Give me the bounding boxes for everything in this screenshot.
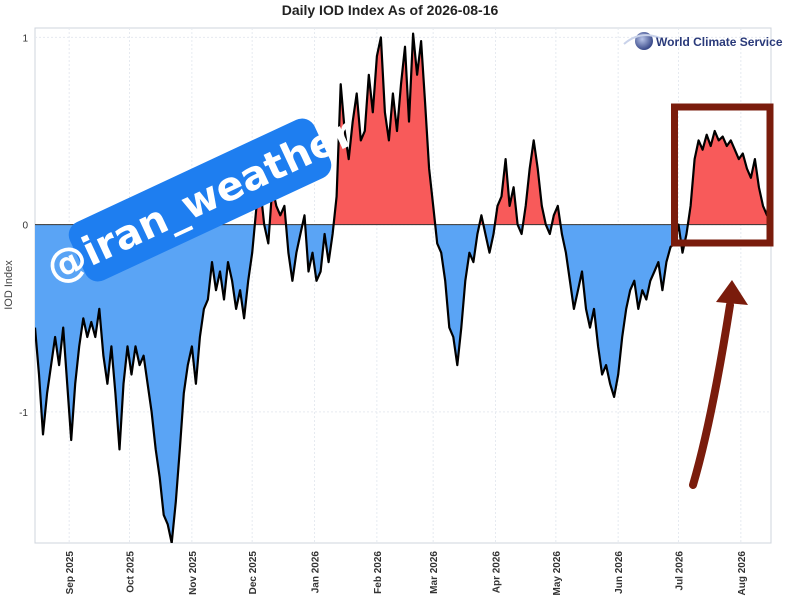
negative-area	[35, 224, 688, 543]
x-tick-label: Aug 2026	[737, 551, 748, 596]
highlight-box	[670, 103, 774, 247]
chart-title: Daily IOD Index As of 2026-08-16	[282, 2, 499, 18]
positive-area	[35, 33, 771, 225]
x-tick-label: Oct 2025	[126, 551, 137, 593]
y-axis-label: IOD Index	[3, 260, 15, 310]
arrow-shaft	[689, 301, 734, 489]
globe-swoosh	[623, 34, 661, 45]
x-tick-label: Jul 2026	[674, 551, 685, 591]
iod-series-line	[35, 32, 771, 543]
y-tick-label: 0	[22, 221, 28, 232]
x-tick-label: Nov 2025	[188, 551, 199, 595]
x-tick-label: Jan 2026	[311, 551, 322, 594]
watermark-badge	[68, 118, 332, 282]
y-axis: 1 0 -1	[19, 33, 28, 419]
x-tick-label: Dec 2025	[248, 551, 259, 595]
x-tick-label: Mar 2026	[429, 551, 440, 594]
curved-arrow-icon	[689, 280, 748, 489]
x-tick-label: Apr 2026	[492, 551, 503, 594]
x-tick-label: Feb 2026	[373, 551, 384, 594]
world-climate-service-logo: World Climate Service	[623, 32, 783, 50]
x-tick-label: Sep 2025	[65, 551, 76, 595]
logo-text: World Climate Service	[656, 35, 783, 49]
y-tick-label: -1	[19, 408, 28, 419]
area-fill	[35, 33, 771, 543]
x-tick-label: Jun 2026	[614, 551, 625, 594]
y-tick-label: 1	[22, 33, 28, 44]
series-line	[35, 32, 771, 543]
arrow-head	[716, 280, 748, 305]
x-tick-label: May 2026	[552, 551, 563, 596]
x-axis: Sep 2025 Oct 2025 Nov 2025 Dec 2025 Jan 2026…	[65, 551, 748, 596]
